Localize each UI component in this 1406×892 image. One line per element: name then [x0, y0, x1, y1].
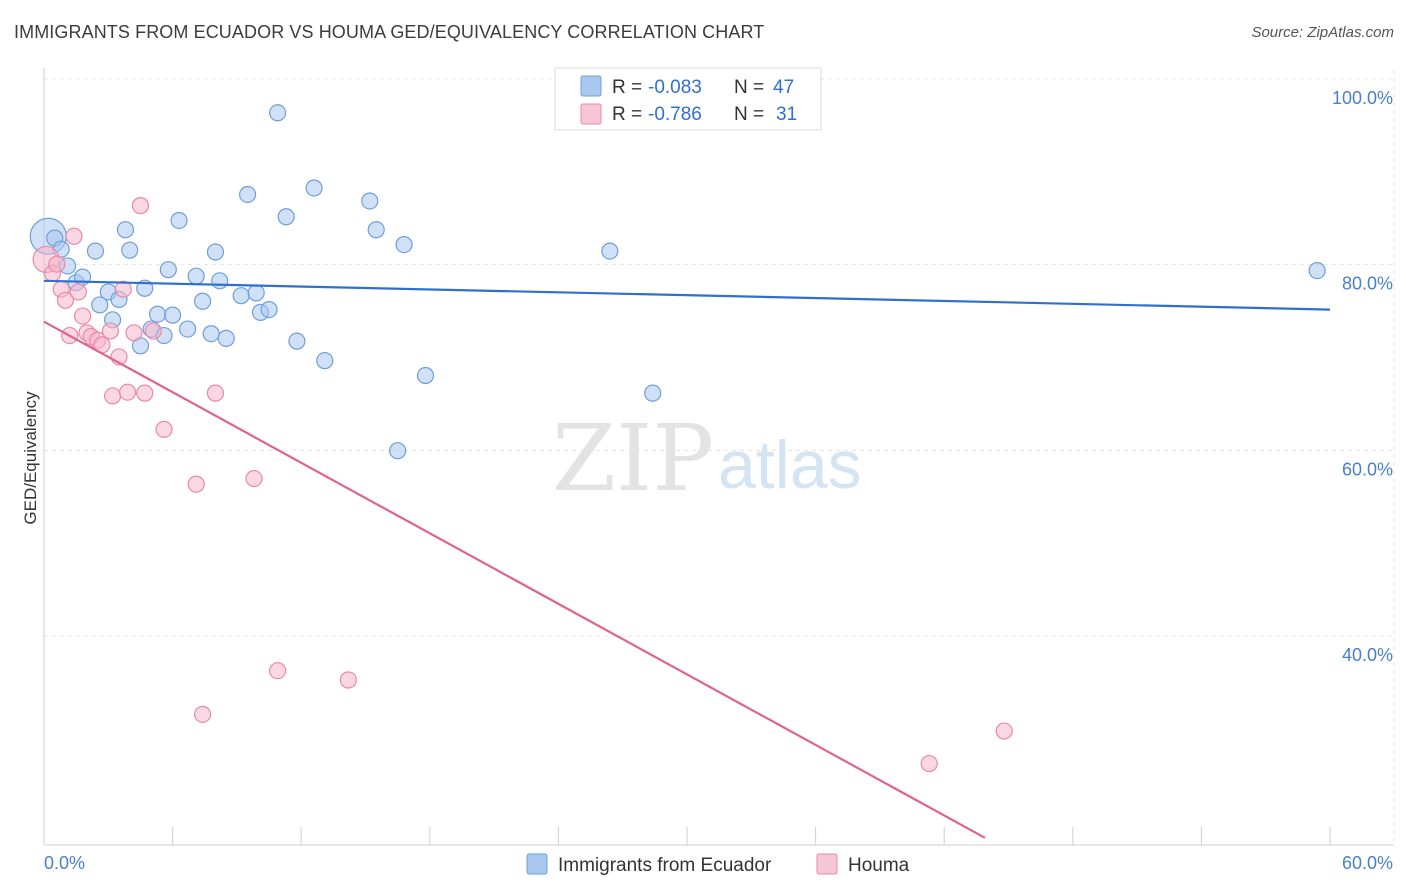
point-houma: [155, 420, 173, 438]
point-ecuador: [164, 306, 182, 324]
point-ecuador: [601, 242, 619, 260]
point-houma: [131, 197, 150, 215]
point-ecuador: [361, 192, 379, 210]
trend-lines: [43, 279, 1331, 839]
point-ecuador: [170, 211, 188, 230]
series-legend-label-houma: Houma: [848, 855, 910, 876]
watermark-zip: ZIP: [552, 405, 714, 512]
point-houma: [339, 671, 357, 689]
point-ecuador: [260, 300, 278, 319]
axes: [43, 68, 1394, 846]
point-houma: [995, 722, 1013, 740]
point-ecuador: [187, 267, 205, 285]
point-ecuador: [416, 366, 435, 385]
watermark-atlas: atlas: [718, 427, 862, 503]
point-houma: [65, 227, 83, 245]
y-tick-label: 60.0%: [1342, 459, 1393, 479]
y-tick-label: 80.0%: [1342, 274, 1393, 294]
point-ecuador: [217, 329, 235, 347]
point-ecuador: [159, 261, 177, 279]
point-houma: [69, 283, 87, 301]
point-ecuador: [316, 352, 334, 370]
series-legend-label-ecuador: Immigrants from Ecuador: [558, 855, 772, 876]
trend-line-houma: [43, 320, 986, 839]
y-tick-label: 100.0%: [1332, 88, 1393, 108]
point-houma: [136, 384, 154, 402]
point-ecuador: [389, 442, 407, 460]
point-houma: [125, 324, 143, 342]
point-houma: [187, 475, 205, 493]
point-houma: [48, 255, 66, 273]
point-houma: [56, 291, 75, 309]
point-houma: [144, 322, 162, 340]
legend-n-value-1: 47: [773, 77, 794, 98]
point-houma: [194, 705, 212, 723]
watermark: ZIP atlas: [552, 405, 862, 512]
legend-n-label-1: N =: [734, 77, 764, 98]
point-houma: [118, 383, 137, 401]
point-ecuador: [1308, 261, 1326, 280]
correlation-legend: R = -0.083 N = 47 R = -0.786 N = 31: [554, 67, 822, 131]
legend-n-value-2: 31: [776, 104, 797, 125]
data-points: [29, 104, 1326, 773]
point-houma: [73, 307, 92, 325]
point-ecuador: [239, 185, 257, 204]
point-ecuador: [194, 292, 212, 310]
chart-source: Source: ZipAtlas.com: [1251, 24, 1394, 41]
legend-n-label-2: N =: [734, 104, 764, 125]
point-ecuador: [211, 272, 229, 290]
point-ecuador: [91, 296, 109, 314]
point-houma: [103, 387, 122, 405]
legend-r-value-1: -0.083: [648, 77, 702, 98]
series-legend-swatch-ecuador: [526, 853, 548, 875]
x-tick-label-max: 60.0%: [1342, 853, 1393, 873]
legend-swatch-houma: [580, 103, 602, 125]
y-axis-title: GED/Equivalency: [21, 391, 40, 525]
point-ecuador: [121, 241, 139, 259]
trend-line-ecuador: [43, 279, 1331, 311]
point-ecuador: [247, 284, 265, 302]
point-ecuador: [179, 320, 197, 338]
point-houma: [245, 469, 263, 488]
x-tick-label-min: 0.0%: [44, 853, 85, 873]
point-ecuador: [277, 208, 295, 226]
point-ecuador: [305, 179, 323, 197]
point-ecuador: [206, 243, 225, 261]
point-ecuador: [202, 325, 220, 343]
point-ecuador: [269, 104, 287, 122]
legend-r-value-2: -0.786: [648, 104, 702, 125]
legend-r-label-1: R =: [612, 77, 642, 98]
point-ecuador: [395, 236, 413, 254]
point-ecuador: [644, 384, 662, 402]
point-ecuador: [367, 221, 385, 239]
point-houma: [269, 662, 287, 680]
point-ecuador: [148, 305, 167, 323]
point-ecuador: [116, 221, 135, 239]
chart-title: IMMIGRANTS FROM ECUADOR VS HOUMA GED/EQU…: [14, 22, 765, 42]
point-ecuador: [232, 287, 250, 305]
y-tick-label: 40.0%: [1342, 645, 1393, 665]
series-legend: Immigrants from Ecuador Houma: [526, 853, 910, 876]
point-houma: [101, 322, 120, 340]
point-ecuador: [288, 332, 306, 350]
point-houma: [920, 754, 938, 773]
point-houma: [206, 384, 225, 402]
series-legend-swatch-houma: [816, 853, 838, 875]
legend-r-label-2: R =: [612, 104, 642, 125]
y-tick-labels: 40.0% 60.0% 80.0% 100.0%: [1332, 88, 1393, 665]
x-tick-labels: 0.0% 60.0%: [44, 853, 1393, 873]
point-ecuador: [86, 242, 105, 260]
legend-swatch-ecuador: [580, 75, 602, 97]
point-houma: [114, 280, 132, 298]
